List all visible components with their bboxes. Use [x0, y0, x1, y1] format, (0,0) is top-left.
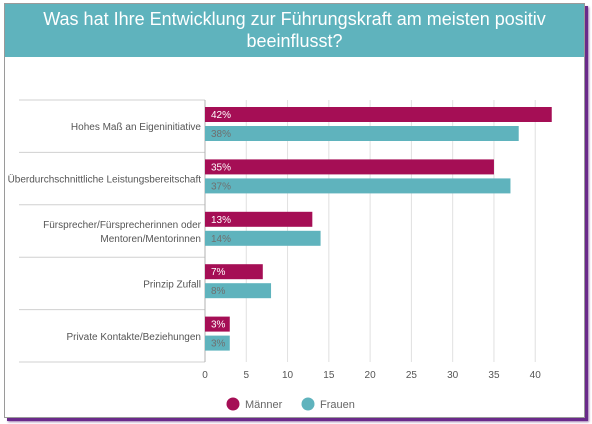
data-label: 3%: [211, 339, 226, 350]
bar-chart: 42% 38% Hohes Maß an Eigeninitiative 35% 37%…: [8, 99, 552, 411]
category-label: Prinzip Zufall: [143, 279, 201, 290]
legend-marker-maenner[interactable]: [226, 397, 240, 411]
data-label: 7%: [211, 267, 226, 278]
bar-maenner: [205, 107, 552, 122]
x-tick-label: 5: [243, 370, 249, 381]
x-tick-label: 40: [530, 370, 542, 381]
bar-frauen: [205, 126, 519, 141]
bar-frauen: [205, 230, 321, 246]
data-label: 13%: [211, 215, 231, 226]
category-label: Hohes Maß an Eigeninitiative: [71, 122, 202, 133]
bar-maenner: [205, 159, 494, 175]
x-tick-label: 0: [202, 370, 208, 381]
category-label: Überdurchschnittliche Leistungsbereitsch…: [8, 174, 202, 186]
chart-title: Was hat Ihre Entwicklung zur Führungskra…: [43, 9, 546, 51]
x-tick-label: 10: [282, 370, 294, 381]
x-tick-label: 20: [365, 370, 377, 381]
x-tick-label: 30: [447, 370, 459, 381]
category-label: Mentoren/Mentorinnen: [100, 234, 201, 245]
bar-maenner: [205, 211, 313, 227]
data-label: 38%: [211, 129, 231, 140]
chart-header: Was hat Ihre Entwicklung zur Führungskra…: [5, 4, 584, 57]
chart-frame: Was hat Ihre Entwicklung zur Führungskra…: [4, 3, 585, 418]
x-tick-label: 15: [323, 370, 335, 381]
data-label: 3%: [211, 320, 226, 331]
legend-marker-frauen[interactable]: [301, 397, 315, 411]
bar-maenner: [205, 264, 263, 280]
x-tick-label: 35: [488, 370, 500, 381]
legend-label[interactable]: Männer: [245, 399, 283, 411]
bar-maenner: [205, 316, 230, 332]
bar-frauen: [205, 283, 272, 299]
bar-frauen: [205, 335, 230, 351]
category-label: Fürsprecher/Fürsprecherinnen oder: [43, 220, 202, 231]
data-label: 35%: [211, 162, 231, 173]
data-label: 42%: [211, 110, 231, 121]
bar-frauen: [205, 178, 511, 194]
x-tick-label: 25: [406, 370, 418, 381]
data-label: 14%: [211, 234, 231, 245]
data-label: 8%: [211, 286, 226, 297]
legend-label[interactable]: Frauen: [320, 399, 355, 411]
category-label: Private Kontakte/Beziehungen: [66, 332, 201, 343]
data-label: 37%: [211, 181, 231, 192]
